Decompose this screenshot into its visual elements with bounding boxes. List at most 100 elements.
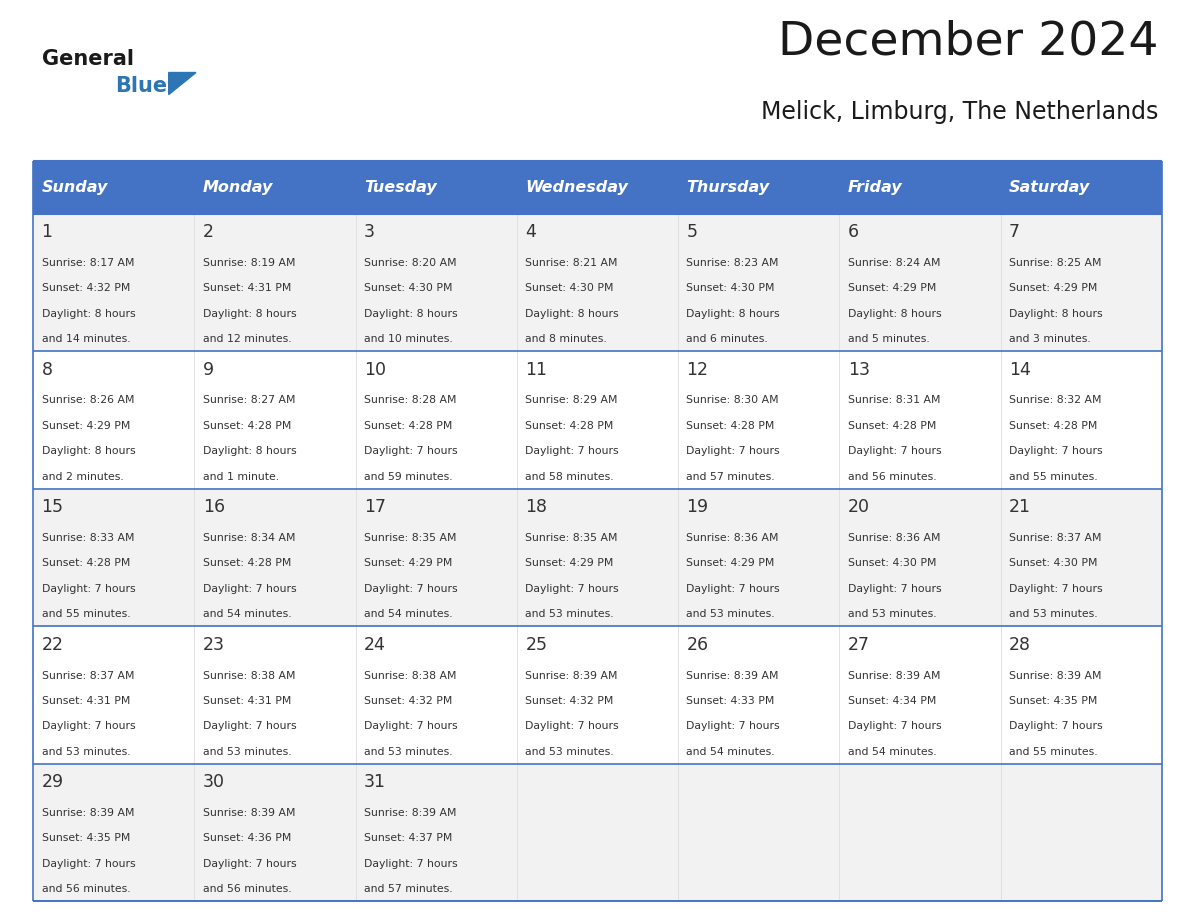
Text: and 1 minute.: and 1 minute. xyxy=(203,472,279,482)
Text: Sunrise: 8:29 AM: Sunrise: 8:29 AM xyxy=(525,396,618,406)
Text: Sunset: 4:29 PM: Sunset: 4:29 PM xyxy=(364,558,453,568)
FancyBboxPatch shape xyxy=(517,489,678,626)
Text: Sunrise: 8:37 AM: Sunrise: 8:37 AM xyxy=(1009,533,1101,543)
FancyBboxPatch shape xyxy=(355,161,517,214)
Text: 25: 25 xyxy=(525,635,548,654)
FancyBboxPatch shape xyxy=(195,489,355,626)
Text: Daylight: 7 hours: Daylight: 7 hours xyxy=(203,584,297,594)
Text: and 53 minutes.: and 53 minutes. xyxy=(364,747,453,756)
Text: Blue: Blue xyxy=(115,76,168,96)
Text: Sunset: 4:29 PM: Sunset: 4:29 PM xyxy=(848,284,936,294)
Text: 22: 22 xyxy=(42,635,64,654)
FancyBboxPatch shape xyxy=(195,161,355,214)
Text: 1: 1 xyxy=(42,223,52,241)
Text: Sunrise: 8:25 AM: Sunrise: 8:25 AM xyxy=(1009,258,1101,268)
Text: Sunrise: 8:35 AM: Sunrise: 8:35 AM xyxy=(525,533,618,543)
Text: Sunset: 4:28 PM: Sunset: 4:28 PM xyxy=(687,421,775,431)
Text: Sunset: 4:30 PM: Sunset: 4:30 PM xyxy=(687,284,775,294)
Text: Sunset: 4:37 PM: Sunset: 4:37 PM xyxy=(364,834,453,844)
Text: 16: 16 xyxy=(203,498,225,516)
Text: Sunrise: 8:37 AM: Sunrise: 8:37 AM xyxy=(42,670,134,680)
Text: Daylight: 8 hours: Daylight: 8 hours xyxy=(1009,308,1102,319)
FancyBboxPatch shape xyxy=(840,764,1000,901)
Text: Daylight: 7 hours: Daylight: 7 hours xyxy=(525,722,619,732)
Text: Sunrise: 8:35 AM: Sunrise: 8:35 AM xyxy=(364,533,456,543)
Text: Sunrise: 8:21 AM: Sunrise: 8:21 AM xyxy=(525,258,618,268)
FancyBboxPatch shape xyxy=(195,214,355,352)
Text: Melick, Limburg, The Netherlands: Melick, Limburg, The Netherlands xyxy=(762,100,1158,124)
FancyBboxPatch shape xyxy=(678,626,840,764)
FancyBboxPatch shape xyxy=(355,352,517,489)
FancyBboxPatch shape xyxy=(840,626,1000,764)
Text: Sunrise: 8:39 AM: Sunrise: 8:39 AM xyxy=(525,670,618,680)
Text: December 2024: December 2024 xyxy=(778,19,1158,64)
Text: Sunset: 4:28 PM: Sunset: 4:28 PM xyxy=(1009,421,1098,431)
FancyBboxPatch shape xyxy=(355,764,517,901)
Text: Sunrise: 8:28 AM: Sunrise: 8:28 AM xyxy=(364,396,456,406)
Text: 28: 28 xyxy=(1009,635,1031,654)
Text: Daylight: 7 hours: Daylight: 7 hours xyxy=(1009,722,1102,732)
Text: 10: 10 xyxy=(364,361,386,378)
Text: Sunset: 4:28 PM: Sunset: 4:28 PM xyxy=(203,421,291,431)
FancyBboxPatch shape xyxy=(195,352,355,489)
Text: 30: 30 xyxy=(203,773,225,791)
Text: Sunset: 4:30 PM: Sunset: 4:30 PM xyxy=(525,284,614,294)
Text: Sunrise: 8:17 AM: Sunrise: 8:17 AM xyxy=(42,258,134,268)
Text: Saturday: Saturday xyxy=(1009,180,1091,195)
FancyBboxPatch shape xyxy=(678,214,840,352)
Text: Daylight: 7 hours: Daylight: 7 hours xyxy=(364,446,457,456)
Text: 24: 24 xyxy=(364,635,386,654)
Text: and 6 minutes.: and 6 minutes. xyxy=(687,334,769,344)
Text: and 54 minutes.: and 54 minutes. xyxy=(848,747,936,756)
Text: Daylight: 8 hours: Daylight: 8 hours xyxy=(525,308,619,319)
FancyBboxPatch shape xyxy=(840,352,1000,489)
Text: Sunrise: 8:23 AM: Sunrise: 8:23 AM xyxy=(687,258,779,268)
Text: Sunset: 4:30 PM: Sunset: 4:30 PM xyxy=(1009,558,1098,568)
Text: 31: 31 xyxy=(364,773,386,791)
FancyBboxPatch shape xyxy=(33,764,195,901)
FancyBboxPatch shape xyxy=(517,161,678,214)
Text: Daylight: 7 hours: Daylight: 7 hours xyxy=(42,722,135,732)
FancyBboxPatch shape xyxy=(33,214,195,352)
Text: Sunrise: 8:36 AM: Sunrise: 8:36 AM xyxy=(687,533,779,543)
Text: Sunrise: 8:33 AM: Sunrise: 8:33 AM xyxy=(42,533,134,543)
Text: Sunset: 4:36 PM: Sunset: 4:36 PM xyxy=(203,834,291,844)
Text: Sunrise: 8:31 AM: Sunrise: 8:31 AM xyxy=(848,396,940,406)
Text: and 8 minutes.: and 8 minutes. xyxy=(525,334,607,344)
FancyBboxPatch shape xyxy=(1000,764,1162,901)
Text: 4: 4 xyxy=(525,223,536,241)
Text: and 53 minutes.: and 53 minutes. xyxy=(203,747,291,756)
Text: Daylight: 7 hours: Daylight: 7 hours xyxy=(687,446,781,456)
Text: Daylight: 7 hours: Daylight: 7 hours xyxy=(687,584,781,594)
Text: Sunset: 4:32 PM: Sunset: 4:32 PM xyxy=(525,696,614,706)
FancyBboxPatch shape xyxy=(678,161,840,214)
Text: and 54 minutes.: and 54 minutes. xyxy=(687,747,775,756)
Text: and 56 minutes.: and 56 minutes. xyxy=(42,884,131,894)
Text: 14: 14 xyxy=(1009,361,1031,378)
Text: 12: 12 xyxy=(687,361,708,378)
Text: Sunset: 4:29 PM: Sunset: 4:29 PM xyxy=(42,421,129,431)
Text: Daylight: 8 hours: Daylight: 8 hours xyxy=(203,446,297,456)
Text: Daylight: 7 hours: Daylight: 7 hours xyxy=(848,446,941,456)
Text: Sunrise: 8:24 AM: Sunrise: 8:24 AM xyxy=(848,258,940,268)
Text: Daylight: 7 hours: Daylight: 7 hours xyxy=(203,859,297,869)
FancyBboxPatch shape xyxy=(1000,352,1162,489)
Text: Daylight: 7 hours: Daylight: 7 hours xyxy=(364,584,457,594)
Text: Daylight: 7 hours: Daylight: 7 hours xyxy=(1009,584,1102,594)
Text: and 10 minutes.: and 10 minutes. xyxy=(364,334,453,344)
Text: 11: 11 xyxy=(525,361,548,378)
Text: and 55 minutes.: and 55 minutes. xyxy=(1009,747,1098,756)
Text: Sunrise: 8:36 AM: Sunrise: 8:36 AM xyxy=(848,533,940,543)
Text: Sunrise: 8:39 AM: Sunrise: 8:39 AM xyxy=(687,670,779,680)
FancyBboxPatch shape xyxy=(355,626,517,764)
Text: 9: 9 xyxy=(203,361,214,378)
Text: 26: 26 xyxy=(687,635,708,654)
FancyBboxPatch shape xyxy=(1000,161,1162,214)
FancyBboxPatch shape xyxy=(355,489,517,626)
Text: 20: 20 xyxy=(848,498,870,516)
Text: and 53 minutes.: and 53 minutes. xyxy=(848,610,936,620)
FancyBboxPatch shape xyxy=(517,214,678,352)
Text: Daylight: 7 hours: Daylight: 7 hours xyxy=(525,446,619,456)
Text: Sunset: 4:35 PM: Sunset: 4:35 PM xyxy=(42,834,129,844)
Text: Sunset: 4:31 PM: Sunset: 4:31 PM xyxy=(203,696,291,706)
